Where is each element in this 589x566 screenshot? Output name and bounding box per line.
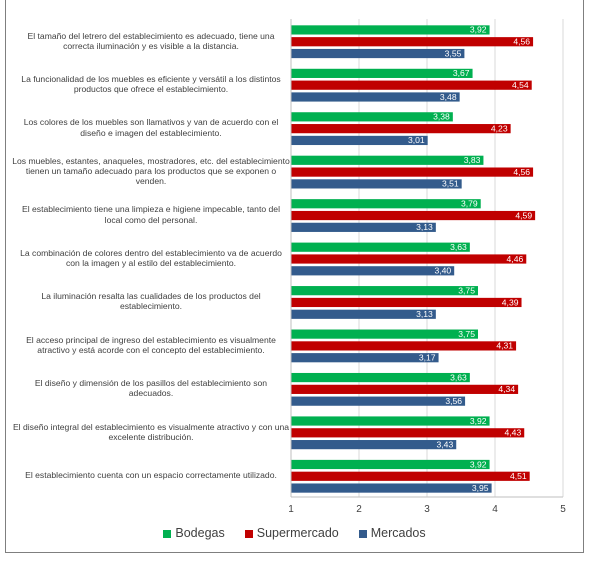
bar-chart: 3,92 4,56 3,55 3,67 4,54 3,48 3,38 4,23 3,01 3,83…: [288, 19, 566, 515]
data-label: 4,23: [491, 123, 508, 133]
data-label: 4,54: [512, 80, 529, 90]
bar-bodegas: [291, 329, 478, 339]
data-label: 3,01: [408, 135, 425, 145]
bar-supermercado: [291, 254, 527, 264]
category-label: El acceso principal de ingreso del estab…: [26, 334, 276, 355]
bar-supermercado: [291, 80, 532, 90]
category-label: El establecimiento tiene una limpieza e …: [22, 204, 280, 225]
category-label: La funcionalidad de los muebles es efici…: [21, 73, 281, 95]
data-label: 3,38: [433, 112, 450, 122]
bar-mercados: [291, 309, 436, 319]
bar-bodegas: [291, 68, 473, 78]
legend-item: Mercados: [358, 526, 426, 540]
x-tick-label: 2: [356, 504, 362, 515]
category-label: El diseño y dimensión de los pasillos de…: [34, 378, 268, 399]
data-label: 3,63: [450, 372, 467, 382]
data-label: 3,75: [458, 329, 475, 339]
bar-mercados: [291, 222, 436, 232]
data-label: 4,39: [502, 297, 519, 307]
bar-mercados: [291, 48, 465, 59]
bar-bodegas: [291, 286, 478, 296]
bar-mercados: [291, 92, 460, 102]
bar-supermercado: [291, 37, 534, 47]
bar-mercados: [291, 396, 466, 406]
data-label: 4,31: [496, 341, 513, 351]
data-label: 4,43: [505, 428, 522, 438]
bar-bodegas: [291, 155, 484, 165]
bar-mercados: [291, 179, 462, 189]
category-label: El establecimiento cuenta con un espacio…: [25, 470, 277, 481]
data-label: 3,92: [470, 416, 487, 426]
data-label: 3,13: [416, 222, 433, 232]
data-label: 4,56: [513, 167, 530, 177]
data-label: 3,79: [461, 199, 478, 209]
data-label: 4,46: [507, 254, 524, 264]
legend-item: Bodegas: [163, 526, 225, 540]
legend-item: Supermercado: [244, 526, 339, 540]
legend-swatch: [163, 529, 172, 538]
data-label: 3,17: [419, 353, 436, 363]
category-label: Los colores de los muebles son llamativo…: [23, 117, 279, 138]
legend-label: Mercados: [370, 526, 426, 540]
bar-supermercado: [291, 428, 525, 438]
data-label: 3,83: [464, 155, 481, 165]
data-label: 4,51: [510, 471, 527, 481]
data-label: 4,56: [513, 37, 530, 47]
data-label: 3,92: [470, 459, 487, 469]
data-label: 3,67: [453, 68, 470, 78]
data-label: 3,92: [470, 25, 487, 35]
data-label: 3,56: [445, 396, 462, 406]
bar-bodegas: [291, 25, 490, 35]
category-label: La combinación de colores dentro del est…: [20, 247, 282, 268]
bar-bodegas: [291, 112, 453, 122]
data-label: 3,95: [472, 483, 489, 493]
legend-label: Bodegas: [175, 526, 225, 540]
bar-supermercado: [291, 471, 530, 481]
data-label: 3,40: [434, 266, 451, 276]
data-label: 3,48: [440, 92, 457, 102]
x-tick-label: 4: [492, 504, 498, 515]
bar-supermercado: [291, 341, 517, 351]
data-label: 4,59: [515, 210, 532, 220]
data-label: 3,13: [416, 309, 433, 319]
bar-bodegas: [291, 199, 481, 209]
bar-bodegas: [291, 416, 490, 426]
bar-supermercado: [291, 124, 511, 134]
data-label: 3,75: [458, 285, 475, 295]
category-label: Los muebles, estantes, anaqueles, mostra…: [12, 155, 290, 187]
bar-mercados: [291, 353, 439, 363]
bar-mercados: [291, 483, 492, 493]
x-tick-label: 1: [288, 504, 294, 515]
data-label: 3,43: [437, 439, 454, 449]
legend-swatch: [244, 529, 253, 538]
legend: Bodegas Supermercado Mercados: [0, 526, 589, 540]
bar-supermercado: [291, 297, 522, 308]
data-label: 4,34: [498, 384, 515, 394]
bar-supermercado: [291, 167, 534, 177]
data-label: 3,63: [450, 242, 467, 252]
x-tick-label: 5: [560, 504, 566, 515]
legend-label: Supermercado: [256, 526, 339, 540]
bar-supermercado: [291, 210, 536, 221]
bar-mercados: [291, 266, 455, 276]
category-label: El diseño integral del establecimiento e…: [12, 421, 290, 442]
data-label: 3,51: [442, 179, 459, 189]
legend-swatch: [358, 529, 367, 538]
data-label: 3,55: [445, 48, 462, 58]
category-label: La iluminación resalta las cualidades de…: [41, 291, 261, 312]
bar-mercados: [291, 135, 428, 146]
x-tick-label: 3: [424, 504, 430, 515]
bar-supermercado: [291, 384, 519, 394]
bar-bodegas: [291, 459, 490, 470]
bar-bodegas: [291, 372, 470, 383]
bar-mercados: [291, 440, 457, 450]
category-label: El tamaño del letrero del establecimient…: [27, 30, 275, 51]
bar-bodegas: [291, 242, 470, 252]
